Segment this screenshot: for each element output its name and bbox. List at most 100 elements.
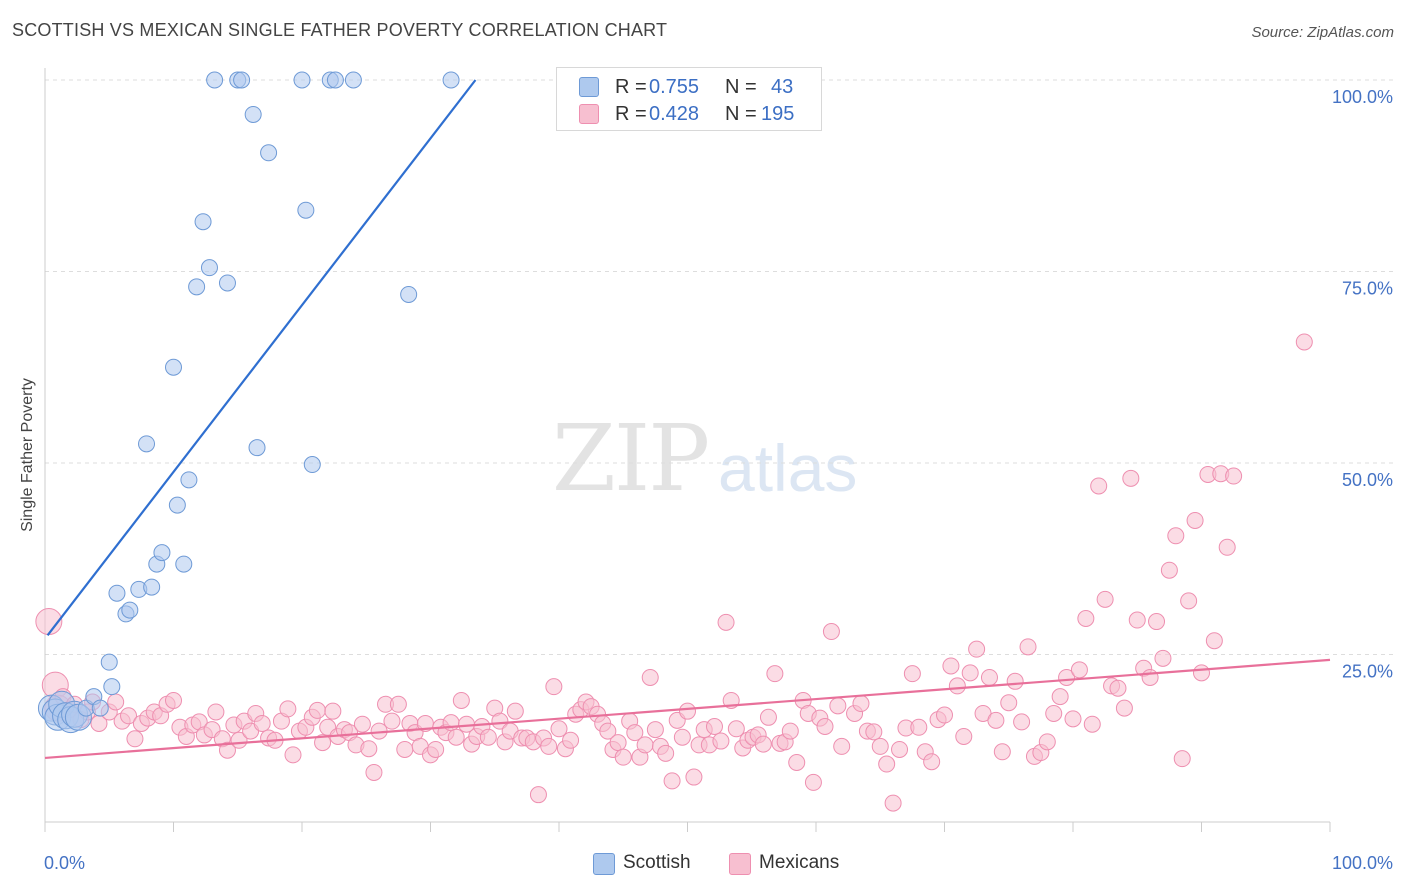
scottish-point xyxy=(91,699,109,717)
scottish-point xyxy=(100,653,118,671)
bottom-legend-label-mexicans: Mexicans xyxy=(759,852,840,873)
mexicans-point xyxy=(980,668,998,686)
scottish-point xyxy=(303,456,321,474)
mexicans-point xyxy=(829,697,847,715)
mexicans-point xyxy=(1019,638,1037,656)
mexicans-point xyxy=(506,702,524,720)
mexicans-point xyxy=(942,657,960,675)
mexicans-point xyxy=(1128,611,1146,629)
scottish-point xyxy=(297,201,315,219)
legend-r-value-mexicans: 0.428 xyxy=(649,103,700,125)
mexicans-point xyxy=(1077,609,1095,627)
mexicans-point xyxy=(1180,592,1198,610)
scottish-point xyxy=(108,584,126,602)
correlation-legend: R = 0.755 N = 43 R = 0.428 N = 195 xyxy=(556,67,822,131)
mexicans-point xyxy=(759,708,777,726)
legend-r-label-scottish: R = xyxy=(615,76,647,98)
mexicans-point xyxy=(910,718,928,736)
mexicans-point xyxy=(961,664,979,682)
mexicans-point xyxy=(878,755,896,773)
mexicans-point xyxy=(599,722,617,740)
mexicans-point xyxy=(657,744,675,762)
mexicans-point xyxy=(948,677,966,695)
mexicans-point xyxy=(1109,679,1127,697)
legend-r-label-mexicans: R = xyxy=(615,103,647,125)
mexicans-point xyxy=(550,720,568,738)
mexicans-point xyxy=(365,763,383,781)
grid-lines xyxy=(45,79,1395,655)
x-tick-labels: 0.0% 100.0% xyxy=(44,853,1393,873)
mexicans-point xyxy=(781,722,799,740)
mexicans-point xyxy=(1218,538,1236,556)
chart-title: SCOTTISH VS MEXICAN SINGLE FATHER POVERT… xyxy=(12,20,668,40)
mexicans-point xyxy=(1225,467,1243,485)
mexicans-point xyxy=(1064,710,1082,728)
x-tick-label-max: 100.0% xyxy=(1332,853,1393,873)
mexicans-point xyxy=(641,668,659,686)
mexicans-point xyxy=(383,712,401,730)
mexicans-point xyxy=(314,734,332,752)
mexicans-point xyxy=(1058,668,1076,686)
mexicans-point xyxy=(1167,527,1185,545)
mexicans-point xyxy=(1154,649,1172,667)
mexicans-point xyxy=(1186,511,1204,529)
mexicans-point xyxy=(993,743,1011,761)
mexicans-point xyxy=(754,735,772,753)
mexicans-point xyxy=(562,731,580,749)
mexicans-point xyxy=(822,623,840,641)
mexicans-point xyxy=(1205,632,1223,650)
mexicans-point xyxy=(903,665,921,683)
mexicans-point xyxy=(207,703,225,721)
mexicans-point xyxy=(663,772,681,790)
mexicans-point xyxy=(1141,668,1159,686)
scottish-point xyxy=(248,439,266,457)
mexicans-point xyxy=(816,718,834,736)
mexicans-point xyxy=(447,728,465,746)
mexicans-point xyxy=(279,700,297,718)
mexicans-point xyxy=(545,678,563,696)
scottish-point xyxy=(168,496,186,514)
scottish-point xyxy=(121,601,139,619)
scottish-point xyxy=(218,274,236,292)
scottish-point xyxy=(244,105,262,123)
mexicans-point xyxy=(1045,704,1063,722)
mexicans-point xyxy=(427,740,445,758)
mexicans-point xyxy=(727,720,745,738)
scottish-point xyxy=(442,71,460,89)
mexicans-point xyxy=(165,691,182,709)
scottish-point xyxy=(153,544,171,562)
scottish-points xyxy=(37,71,794,734)
legend-swatch-mexicans xyxy=(579,104,599,124)
mexicans-point xyxy=(788,754,806,772)
mexicans-point xyxy=(360,740,378,758)
trend-lines xyxy=(44,79,1331,760)
mexicans-point xyxy=(884,794,902,812)
bottom-legend-swatch-mexicans xyxy=(729,853,751,875)
y-tick-label: 100.0% xyxy=(1332,87,1393,107)
mexicans-point xyxy=(218,741,236,759)
mexicans-point xyxy=(308,701,326,719)
mexicans-point xyxy=(968,640,986,658)
bottom-legend-label-scottish: Scottish xyxy=(623,852,691,873)
mexicans-point xyxy=(717,613,735,631)
mexicans-point xyxy=(1193,664,1210,682)
watermark-zip: ZIP xyxy=(552,405,710,512)
mexicans-point xyxy=(636,736,654,754)
y-tick-label: 75.0% xyxy=(1342,279,1393,299)
mexicans-point xyxy=(126,730,144,748)
scottish-point xyxy=(200,259,218,277)
mexicans-point xyxy=(1051,688,1069,706)
mexicans-point xyxy=(987,711,1005,729)
mexicans-point xyxy=(253,714,271,732)
mexicans-point xyxy=(529,786,547,804)
scottish-point xyxy=(103,678,121,696)
legend-n-label-mexicans: N = xyxy=(725,103,757,125)
mexicans-point xyxy=(107,693,125,711)
mexicans-point xyxy=(766,665,784,683)
mexicans-point xyxy=(396,740,414,758)
mexicans-point xyxy=(540,737,558,755)
y-tick-label: 50.0% xyxy=(1342,470,1393,490)
mexicans-point xyxy=(865,723,883,741)
legend-n-value-scottish: 43 xyxy=(771,76,794,98)
